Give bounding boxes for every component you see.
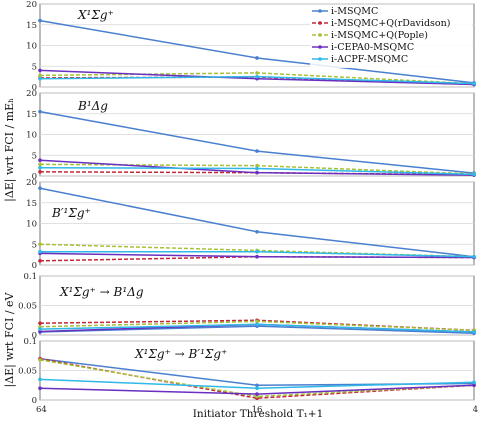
data-point <box>38 377 42 382</box>
y-tick-label: 5 <box>32 62 37 72</box>
panel-4: 0 0.05 0.1 X¹Σg⁺ → B¹Δg <box>18 272 476 341</box>
y-tick-label: 5 <box>32 240 37 250</box>
data-point <box>255 74 259 79</box>
data-point <box>255 230 259 234</box>
data-point <box>38 242 42 247</box>
legend-label: i-MSQMC+Q(Pople) <box>331 30 428 41</box>
panel-title: X¹Σg⁺ → B′¹Σg⁺ <box>134 347 227 361</box>
y-tick-label: 0 <box>32 261 37 271</box>
data-point <box>38 321 42 326</box>
data-point <box>472 330 476 334</box>
y-tick-label: 0.05 <box>18 367 37 377</box>
panel-2: 0 5 10 15 20 B¹Δg <box>26 89 476 182</box>
panel-title: X¹Σg⁺ → B¹Δg <box>59 285 144 299</box>
data-point <box>38 73 42 78</box>
data-point <box>38 109 42 114</box>
data-point <box>38 358 42 362</box>
data-point <box>38 327 42 331</box>
data-point <box>472 254 476 259</box>
data-point <box>255 322 259 327</box>
y-tick-label: 15 <box>26 199 37 209</box>
data-point <box>255 163 259 168</box>
y-tick-label: 20 <box>26 89 37 99</box>
legend-background <box>310 6 472 68</box>
legend-label: i-MSQMC+Q(rDavidson) <box>331 18 450 29</box>
x-tick-label: 64 <box>36 405 47 415</box>
y-axis-label-top: |ΔE| wrt FCI / mEₕ <box>3 98 17 202</box>
panel-title: X¹Σg⁺ <box>77 8 114 22</box>
data-point <box>472 81 476 86</box>
y-tick-label: 15 <box>26 21 37 31</box>
data-point <box>38 76 42 81</box>
y-tick-label: 0.1 <box>23 272 37 282</box>
data-point <box>38 68 42 73</box>
legend-marker <box>318 57 322 61</box>
y-tick-label: 20 <box>26 178 37 188</box>
panel-title: B′¹Σg⁺ <box>51 206 91 220</box>
data-point <box>38 386 42 391</box>
data-point <box>472 380 476 385</box>
legend-label: i-ACPF-MSQMC <box>331 54 408 65</box>
data-point <box>255 170 259 175</box>
series-line-3 <box>39 359 475 398</box>
chart-legend: i-MSQMCi-MSQMC+Q(rDavidson)i-MSQMC+Q(Pop… <box>310 6 472 68</box>
data-point <box>38 170 42 174</box>
data-point <box>255 383 259 388</box>
data-point <box>255 386 259 391</box>
data-point <box>255 149 259 153</box>
data-point <box>38 18 42 23</box>
y-tick-label: 0.1 <box>23 337 37 347</box>
panel-5: 0 0.05 0.1 X¹Σg⁺ → B′¹Σg⁺ <box>18 337 476 406</box>
data-point <box>38 165 42 170</box>
legend-label: i-CEPA0-MSQMC <box>331 42 414 53</box>
data-point <box>255 249 259 254</box>
y-tick-label: 0 <box>32 331 37 341</box>
data-point <box>255 71 259 75</box>
panel-3: 0 5 10 15 20 B′¹Σg⁺ <box>26 178 476 271</box>
data-point <box>255 56 259 60</box>
y-tick-label: 10 <box>26 220 37 230</box>
x-axis-label: Initiator Threshold T₁+1 <box>193 408 324 420</box>
data-point <box>255 254 259 259</box>
legend-marker <box>318 45 322 49</box>
chart-panels: 05101520X¹Σg⁺05101520B¹Δg05101520B′¹Σg⁺0… <box>18 0 478 415</box>
data-point <box>472 383 476 388</box>
data-point <box>38 249 42 254</box>
y-tick-label: 0 <box>32 83 37 93</box>
data-point <box>38 259 42 263</box>
x-tick-label: 16 <box>252 405 263 415</box>
y-tick-label: 0.05 <box>18 302 37 312</box>
y-tick-label: 10 <box>26 42 37 52</box>
data-point <box>38 186 42 191</box>
y-tick-label: 15 <box>26 110 37 120</box>
legend-label: i-MSQMC <box>331 6 378 17</box>
data-point <box>255 319 259 324</box>
y-tick-label: 10 <box>26 131 37 141</box>
x-tick-label: 4 <box>473 405 478 415</box>
data-point <box>38 162 42 167</box>
data-point <box>472 172 476 177</box>
y-tick-label: 5 <box>32 151 37 161</box>
y-axis-label-bottom: |ΔE| wrt FCI / eV <box>3 291 17 387</box>
data-point <box>38 158 42 163</box>
y-tick-label: 20 <box>26 0 37 10</box>
panel-title: B¹Δg <box>77 99 108 113</box>
data-point <box>255 392 259 396</box>
y-tick-label: 0 <box>32 172 37 182</box>
data-point <box>255 166 259 171</box>
legend-marker <box>318 21 322 25</box>
legend-marker <box>318 33 322 37</box>
legend-marker <box>318 9 322 13</box>
y-tick-label: 0 <box>32 396 37 406</box>
